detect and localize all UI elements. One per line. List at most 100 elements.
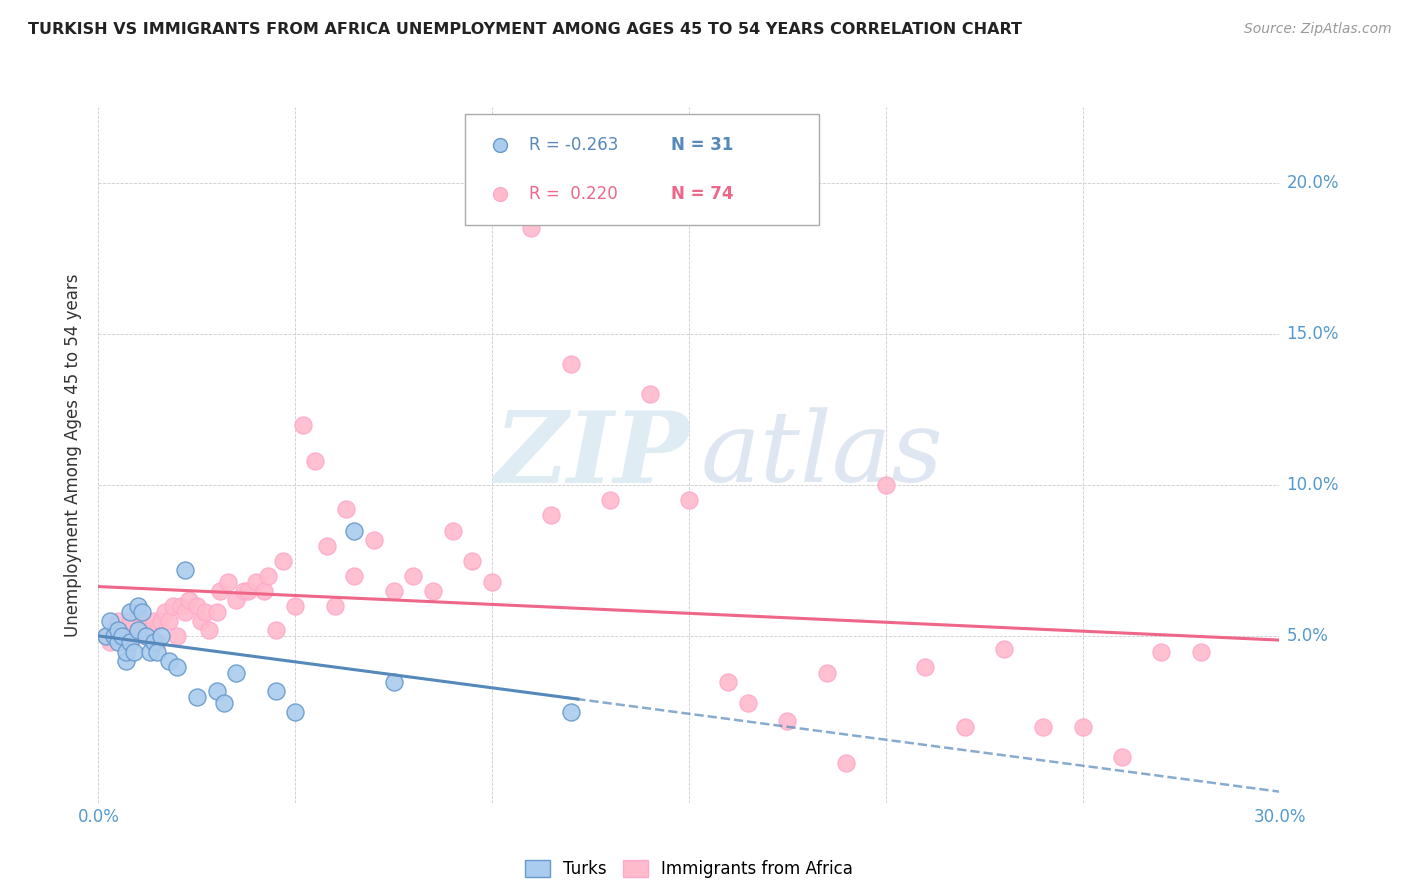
Point [118, 629, 141, 643]
Text: N = 31: N = 31 [671, 136, 734, 154]
Point [1111, 750, 1133, 764]
Point [186, 690, 208, 704]
Point [599, 493, 621, 508]
Point [875, 478, 897, 492]
Point [315, 539, 337, 553]
Point [98, 635, 121, 649]
Point [776, 714, 799, 728]
Point [118, 635, 141, 649]
Point [146, 635, 169, 649]
Point [150, 629, 173, 643]
Text: R = -0.263: R = -0.263 [530, 136, 619, 154]
Point [363, 533, 385, 547]
Point [157, 615, 180, 629]
Point [98, 615, 121, 629]
Point [481, 574, 503, 589]
Point [174, 563, 197, 577]
Point [118, 605, 141, 619]
Point [1150, 644, 1173, 658]
Point [177, 593, 200, 607]
Point [225, 665, 247, 680]
Point [717, 674, 740, 689]
Point [737, 696, 759, 710]
Point [264, 624, 287, 638]
Point [174, 605, 197, 619]
Text: ZIP: ZIP [494, 407, 689, 503]
Point [638, 387, 661, 401]
Point [678, 493, 700, 508]
Point [107, 635, 129, 649]
Point [170, 599, 193, 614]
Point [1032, 720, 1054, 734]
Point [150, 615, 173, 629]
Point [540, 508, 562, 523]
Point [264, 684, 287, 698]
Text: TURKISH VS IMMIGRANTS FROM AFRICA UNEMPLOYMENT AMONG AGES 45 TO 54 YEARS CORRELA: TURKISH VS IMMIGRANTS FROM AFRICA UNEMPL… [28, 22, 1022, 37]
Point [194, 605, 217, 619]
Point [441, 524, 464, 538]
Point [461, 554, 484, 568]
Point [186, 599, 208, 614]
Point [131, 615, 153, 629]
Point [146, 644, 169, 658]
Point [127, 599, 149, 614]
Point [127, 605, 149, 619]
Point [382, 584, 405, 599]
Point [107, 615, 129, 629]
Point [111, 629, 134, 643]
Point [115, 644, 138, 658]
Point [292, 417, 315, 432]
Text: atlas: atlas [700, 408, 943, 502]
Text: Source: ZipAtlas.com: Source: ZipAtlas.com [1244, 22, 1392, 37]
Point [135, 629, 157, 643]
Point [236, 584, 259, 599]
Point [162, 599, 184, 614]
Point [815, 665, 838, 680]
Point [115, 635, 138, 649]
Point [402, 569, 425, 583]
Point [115, 654, 138, 668]
Point [422, 584, 444, 599]
Point [273, 554, 295, 568]
Point [190, 615, 212, 629]
Point [142, 635, 165, 649]
Text: 5.0%: 5.0% [1286, 627, 1329, 646]
Text: 10.0%: 10.0% [1286, 476, 1339, 494]
Point [225, 593, 247, 607]
Point [304, 454, 326, 468]
Point [214, 696, 236, 710]
Point [118, 615, 141, 629]
Point [233, 584, 256, 599]
Point [284, 705, 307, 719]
Text: R =  0.220: R = 0.220 [530, 185, 619, 203]
Point [155, 605, 177, 619]
Point [1189, 644, 1212, 658]
Point [122, 629, 145, 643]
Point [256, 569, 278, 583]
Point [127, 624, 149, 638]
Point [122, 644, 145, 658]
Y-axis label: Unemployment Among Ages 45 to 54 years: Unemployment Among Ages 45 to 54 years [65, 273, 83, 637]
Point [107, 624, 129, 638]
Point [835, 756, 858, 771]
Point [205, 684, 228, 698]
Point [335, 502, 357, 516]
Point [217, 574, 239, 589]
Point [197, 624, 219, 638]
Point [205, 605, 228, 619]
Text: 20.0%: 20.0% [1286, 174, 1339, 192]
Point [209, 584, 232, 599]
Point [520, 221, 543, 235]
Legend: Turks, Immigrants from Africa: Turks, Immigrants from Africa [517, 854, 860, 885]
Point [382, 674, 405, 689]
Point [560, 357, 582, 371]
Text: 15.0%: 15.0% [1286, 325, 1339, 343]
FancyBboxPatch shape [464, 114, 818, 226]
Point [284, 599, 307, 614]
Point [96, 629, 118, 643]
Point [1071, 720, 1094, 734]
Point [993, 641, 1015, 656]
Point [127, 624, 149, 638]
Point [111, 624, 134, 638]
Point [103, 624, 125, 638]
